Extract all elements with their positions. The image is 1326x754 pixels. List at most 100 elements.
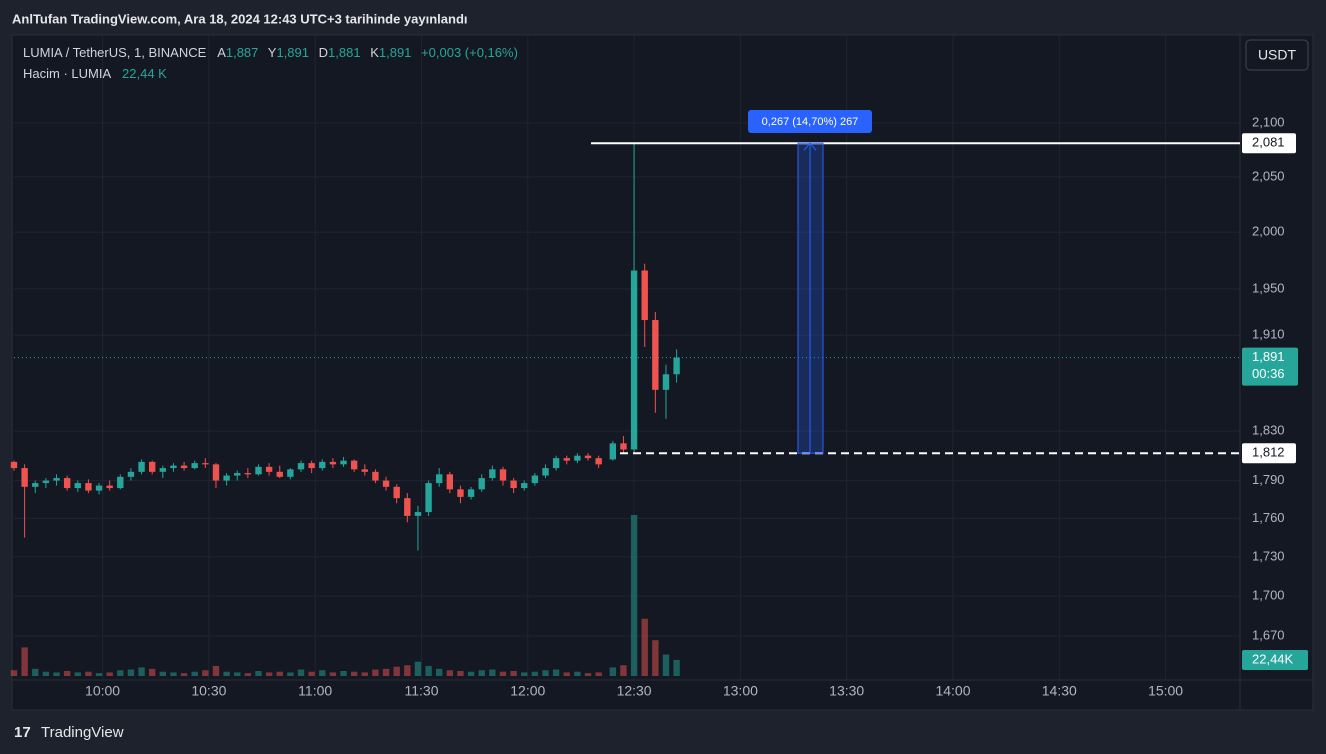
volume-bar: [95, 673, 103, 676]
candle-body: [609, 443, 617, 460]
y-tick-label: 1,910: [1252, 327, 1285, 342]
volume-bar: [63, 670, 71, 676]
legend: LUMIA / TetherUS, 1, BINANCE A1,887 Y1,8…: [23, 45, 518, 81]
candle-body: [32, 483, 39, 487]
logo-mark: 17: [14, 724, 31, 741]
candle-body: [21, 468, 28, 487]
candle-body: [223, 475, 230, 481]
candle-body: [552, 458, 560, 469]
x-tick-label: 10:00: [85, 683, 120, 699]
y-tick-label: 1,830: [1252, 423, 1285, 438]
volume-bar: [489, 669, 496, 676]
candle-body: [457, 489, 464, 497]
candle-body: [361, 469, 368, 472]
volume-bar: [361, 672, 368, 676]
volume-bar: [414, 661, 422, 676]
legend-change: +0,003 (+0,16%): [421, 45, 518, 60]
volume-title: Hacim · LUMIA: [23, 66, 111, 81]
volume-bar: [609, 667, 617, 676]
measure-label-box: [748, 110, 872, 133]
candle-body: [10, 461, 18, 469]
volume-value: 22,44 K: [122, 66, 167, 81]
volume-bar: [574, 671, 581, 676]
volume-bar: [499, 671, 507, 676]
volume-bar: [595, 672, 602, 676]
volume-bar: [510, 670, 517, 676]
volume-bar: [382, 668, 390, 676]
candle-body: [574, 455, 581, 461]
candle-body: [170, 465, 177, 469]
volume-bar: [457, 670, 464, 676]
legend-symbol: LUMIA / TetherUS, 1, BINANCE: [23, 45, 207, 60]
candle-body: [308, 463, 315, 469]
candle-body: [287, 469, 294, 477]
footer-logo: 17 TradingView: [14, 724, 124, 741]
volume-bar: [223, 671, 230, 676]
candle-body: [436, 474, 443, 484]
candle-body: [276, 471, 283, 477]
candle-body: [74, 483, 81, 489]
volume-bar: [662, 654, 670, 676]
volume-bar: [297, 669, 305, 676]
candle-body: [340, 460, 347, 465]
candle-body: [95, 485, 103, 491]
volume-bar: [138, 667, 145, 676]
volume-bar: [265, 672, 273, 676]
x-tick-label: 11:00: [298, 683, 332, 699]
x-tick-label: 14:00: [935, 683, 970, 699]
y-tick-label: 1,700: [1252, 588, 1285, 603]
volume-bar: [117, 670, 124, 676]
candle-body: [467, 489, 475, 497]
y-tick-label: 1,790: [1252, 472, 1285, 487]
candle-body: [372, 471, 379, 481]
volume-bar: [425, 665, 432, 676]
last-price-label: 1,891: [1252, 349, 1285, 364]
candle-body: [446, 474, 454, 490]
candle-body: [329, 461, 337, 465]
volume-bar: [202, 670, 209, 676]
legend-volume: Hacim · LUMIA 22,44 K: [23, 66, 167, 81]
x-tick-label: 10:30: [191, 683, 226, 699]
legend-value: 1,881: [328, 45, 361, 60]
candle-body: [255, 466, 262, 475]
volume-bar: [319, 670, 326, 676]
legend-key: A: [217, 45, 226, 60]
volume-tag-label: 22,44K: [1252, 651, 1294, 666]
currency[interactable]: USDT: [1258, 47, 1297, 63]
y-tick-label: 2,100: [1252, 114, 1285, 129]
currency-button[interactable]: [1245, 39, 1309, 71]
candle-body: [641, 270, 648, 321]
candle-body: [180, 465, 188, 469]
volume-bar: [673, 659, 680, 676]
candle-body: [149, 461, 156, 472]
volume-bar: [446, 670, 454, 676]
candle-body: [85, 483, 92, 491]
candle-body: [244, 473, 252, 475]
candle-body: [584, 455, 592, 459]
candle-body: [159, 468, 167, 472]
candle-body: [117, 476, 124, 489]
legend-key: Y: [268, 45, 277, 60]
candle-body: [393, 486, 400, 499]
candle-body: [425, 483, 432, 513]
volume-tag: [1242, 649, 1308, 670]
candle-body: [297, 463, 305, 470]
volume-bar: [10, 670, 18, 676]
candle-body: [521, 483, 528, 489]
volume-bar: [74, 672, 81, 676]
candle-body: [673, 357, 680, 375]
candle-body: [53, 478, 60, 481]
countdown: 00:36: [1252, 366, 1285, 381]
volume-bar: [21, 647, 28, 676]
volume-bar: [436, 668, 443, 676]
y-tick-label: 2,050: [1252, 168, 1285, 183]
volume-bar: [552, 669, 560, 676]
volume-bar: [180, 673, 188, 676]
volume-bar: [542, 670, 549, 676]
x-tick-label: 13:00: [723, 683, 758, 699]
chart-panel: [11, 34, 1314, 711]
candle-body: [489, 469, 496, 479]
candle-body: [542, 468, 549, 476]
